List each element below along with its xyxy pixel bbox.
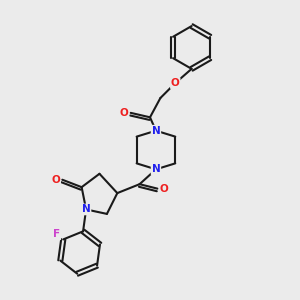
Text: N: N — [152, 164, 160, 174]
Text: O: O — [120, 108, 128, 118]
Text: F: F — [53, 229, 60, 239]
Text: O: O — [51, 175, 60, 185]
Text: N: N — [82, 204, 91, 214]
Text: O: O — [160, 184, 168, 194]
Text: O: O — [171, 78, 180, 88]
Text: N: N — [152, 126, 160, 136]
